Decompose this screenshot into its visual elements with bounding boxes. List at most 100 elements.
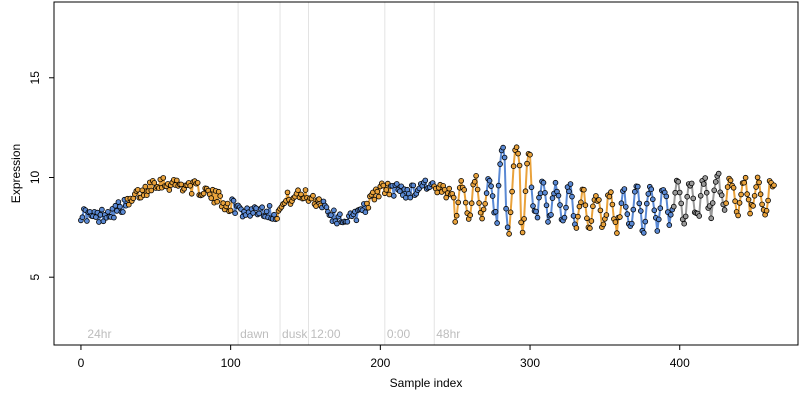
data-point — [114, 208, 120, 214]
data-point — [744, 191, 750, 197]
data-point — [645, 191, 652, 197]
data-point — [634, 183, 641, 190]
data-point — [736, 200, 743, 206]
data-point — [488, 183, 494, 189]
data-point — [745, 196, 752, 203]
data-point — [696, 213, 702, 219]
data-point — [479, 215, 485, 222]
data-point — [628, 220, 635, 227]
data-point — [117, 203, 123, 210]
data-point — [528, 184, 535, 191]
data-point — [450, 194, 457, 201]
data-point — [771, 182, 777, 189]
data-point — [208, 195, 215, 201]
y-tick-label-0: 5 — [28, 274, 42, 281]
data-points — [78, 144, 777, 237]
data-point — [375, 193, 382, 200]
data-point — [115, 199, 122, 205]
data-point — [570, 213, 577, 219]
data-point — [396, 188, 403, 195]
data-point — [174, 177, 180, 184]
data-point — [501, 154, 508, 161]
data-point — [126, 201, 132, 208]
data-point — [552, 179, 559, 186]
data-point — [328, 212, 334, 218]
data-point — [670, 203, 677, 210]
data-point — [151, 180, 158, 186]
data-point — [344, 219, 351, 225]
x-tick-label-3: 300 — [520, 356, 540, 370]
data-point — [697, 193, 704, 199]
data-point — [690, 195, 696, 202]
guide-label-2: 12:00 — [310, 327, 340, 341]
data-point — [256, 210, 262, 217]
data-point — [386, 191, 393, 198]
data-point — [492, 208, 499, 215]
data-point — [337, 211, 343, 218]
data-point — [756, 179, 762, 186]
data-point — [518, 219, 524, 226]
data-point — [334, 220, 340, 227]
y-axis-title: Expression — [9, 144, 23, 203]
data-point — [331, 207, 337, 214]
data-point — [654, 228, 661, 234]
data-point — [624, 211, 631, 217]
data-point — [443, 194, 450, 201]
data-point — [675, 178, 681, 185]
data-point — [516, 162, 523, 169]
data-point — [497, 161, 503, 167]
data-point — [79, 214, 86, 221]
data-point — [702, 175, 708, 181]
data-point — [548, 212, 554, 218]
data-point — [313, 203, 319, 209]
data-point — [631, 188, 638, 195]
data-point — [494, 220, 500, 226]
data-point — [684, 193, 690, 200]
data-point — [458, 178, 465, 184]
data-point — [759, 201, 765, 208]
data-point — [543, 202, 550, 209]
data-point — [410, 182, 417, 189]
data-point — [506, 231, 512, 237]
data-point — [678, 200, 684, 207]
x-tick-label-1: 100 — [221, 356, 241, 370]
data-point — [527, 151, 533, 158]
data-point — [522, 188, 529, 195]
data-point — [630, 206, 637, 213]
data-point — [504, 224, 511, 231]
data-point — [365, 205, 372, 211]
data-point — [663, 193, 670, 200]
data-point — [160, 175, 167, 181]
data-point — [476, 200, 482, 206]
data-point — [148, 187, 155, 194]
data-point — [709, 200, 716, 206]
data-point — [724, 184, 731, 190]
data-point — [723, 200, 729, 207]
data-point — [93, 214, 99, 220]
data-point — [682, 213, 689, 220]
data-point — [742, 174, 749, 181]
data-point — [738, 191, 744, 198]
data-point — [606, 193, 613, 200]
y-axis: 5 10 15 — [28, 71, 54, 281]
data-point — [142, 183, 149, 190]
data-point — [741, 179, 747, 186]
data-point — [581, 186, 587, 193]
data-point — [214, 198, 221, 205]
data-point — [524, 160, 530, 167]
data-point — [253, 205, 259, 212]
data-point — [217, 193, 224, 199]
data-point — [374, 188, 381, 195]
data-point — [642, 218, 649, 225]
data-point — [100, 218, 107, 225]
data-point — [453, 212, 460, 219]
data-point — [513, 144, 520, 151]
data-point — [557, 202, 563, 208]
y-tick-label-2: 15 — [28, 71, 42, 85]
x-axis: 0 100 200 300 400 — [78, 345, 690, 370]
data-point — [224, 200, 231, 207]
data-point — [310, 192, 316, 199]
data-point — [614, 230, 620, 236]
data-point — [455, 199, 462, 206]
data-point — [569, 193, 575, 200]
